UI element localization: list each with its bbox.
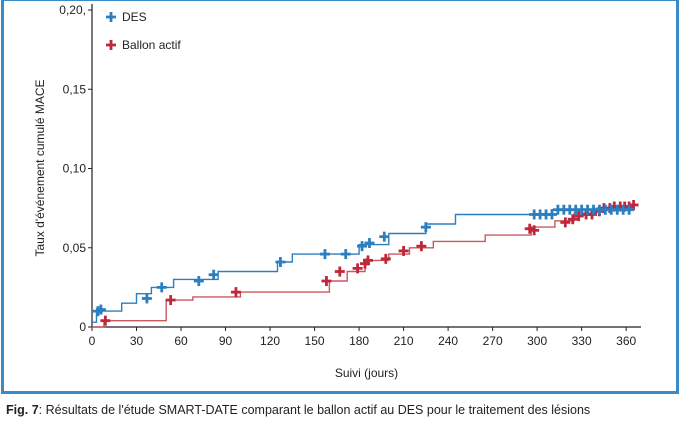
ballon-censor-mark <box>573 211 584 222</box>
des-censor-mark <box>379 231 390 242</box>
des-censor-mark <box>193 276 204 287</box>
ballon-censor-mark <box>380 253 391 264</box>
x-tick-label: 330 <box>572 334 592 348</box>
x-tick-label: 30 <box>130 334 144 348</box>
y-tick-label: 0,05 <box>63 241 87 255</box>
x-tick-label: 60 <box>174 334 188 348</box>
legend-item-des: DES <box>106 10 147 24</box>
y-tick-label: 0,15 <box>63 82 87 96</box>
figure-caption: Fig. 7: Résultats de l'étude SMART-DATE … <box>6 403 682 417</box>
ballon-censor-mark <box>529 225 540 236</box>
y-tick-label: 0,20, <box>59 3 86 17</box>
x-tick-label: 210 <box>394 334 414 348</box>
ballon-censor-mark <box>321 276 332 287</box>
ballon-censor-mark <box>567 214 578 225</box>
ballon-censor-mark <box>362 255 373 266</box>
x-tick-label: 120 <box>260 334 280 348</box>
x-tick-label: 0 <box>89 334 96 348</box>
x-axis-label: Suivi (jours) <box>335 366 398 380</box>
ballon-censor-mark <box>560 217 571 228</box>
des-censor-mark <box>156 282 167 293</box>
des-censor-mark <box>364 237 375 248</box>
figure-frame <box>1 0 679 394</box>
des-censor-mark <box>319 249 330 260</box>
des-censor-mark <box>420 222 431 233</box>
des-censor-mark <box>340 249 351 260</box>
x-tick-label: 90 <box>219 334 233 348</box>
des-censor-mark <box>208 269 219 280</box>
axes: 0 30 60 90 120 150 180 210 240 270 300 330 360 0 0,05 0… <box>33 3 641 380</box>
x-tick-label: 240 <box>438 334 458 348</box>
x-tick-label: 180 <box>349 334 369 348</box>
figure-label: Fig. 7 <box>6 403 39 417</box>
ballon-censor-mark <box>100 315 111 326</box>
caption-text: : Résultats de l'étude SMART-DATE compar… <box>38 403 591 417</box>
ballon-censor-mark <box>230 287 241 298</box>
legend-label: DES <box>122 10 147 24</box>
y-tick-label: 0,10 <box>63 162 87 176</box>
des-censor-mark <box>275 257 286 268</box>
y-axis-label: Taux d'événement cumulé MACE <box>33 79 47 256</box>
chart-plot: 0 30 60 90 120 150 180 210 240 270 300 330 360 0 0,05 0… <box>33 3 641 380</box>
ballon-censor-mark <box>352 263 363 274</box>
x-tick-label: 300 <box>527 334 547 348</box>
x-tick-label: 360 <box>616 334 636 348</box>
ballon-censor-mark <box>416 241 427 252</box>
ballon-censor-mark <box>165 295 176 306</box>
x-tick-label: 270 <box>483 334 503 348</box>
des-censor-mark <box>141 293 152 304</box>
des-censor-mark <box>357 241 368 252</box>
legend: DES Ballon actif <box>106 10 181 52</box>
legend-marker <box>106 12 116 22</box>
series-layer <box>92 199 639 328</box>
ballon-step-line <box>92 205 635 328</box>
legend-label: Ballon actif <box>122 38 181 52</box>
x-tick-label: 150 <box>305 334 325 348</box>
y-tick-label: 0 <box>79 320 86 334</box>
des-censor-mark <box>624 204 635 215</box>
ballon-censor-mark <box>398 245 409 256</box>
legend-marker <box>106 40 116 50</box>
des-censor-mark <box>546 209 557 220</box>
ballon-censor-mark <box>334 266 345 277</box>
legend-item-ballon: Ballon actif <box>106 38 181 52</box>
des-censor-mark <box>95 304 106 315</box>
